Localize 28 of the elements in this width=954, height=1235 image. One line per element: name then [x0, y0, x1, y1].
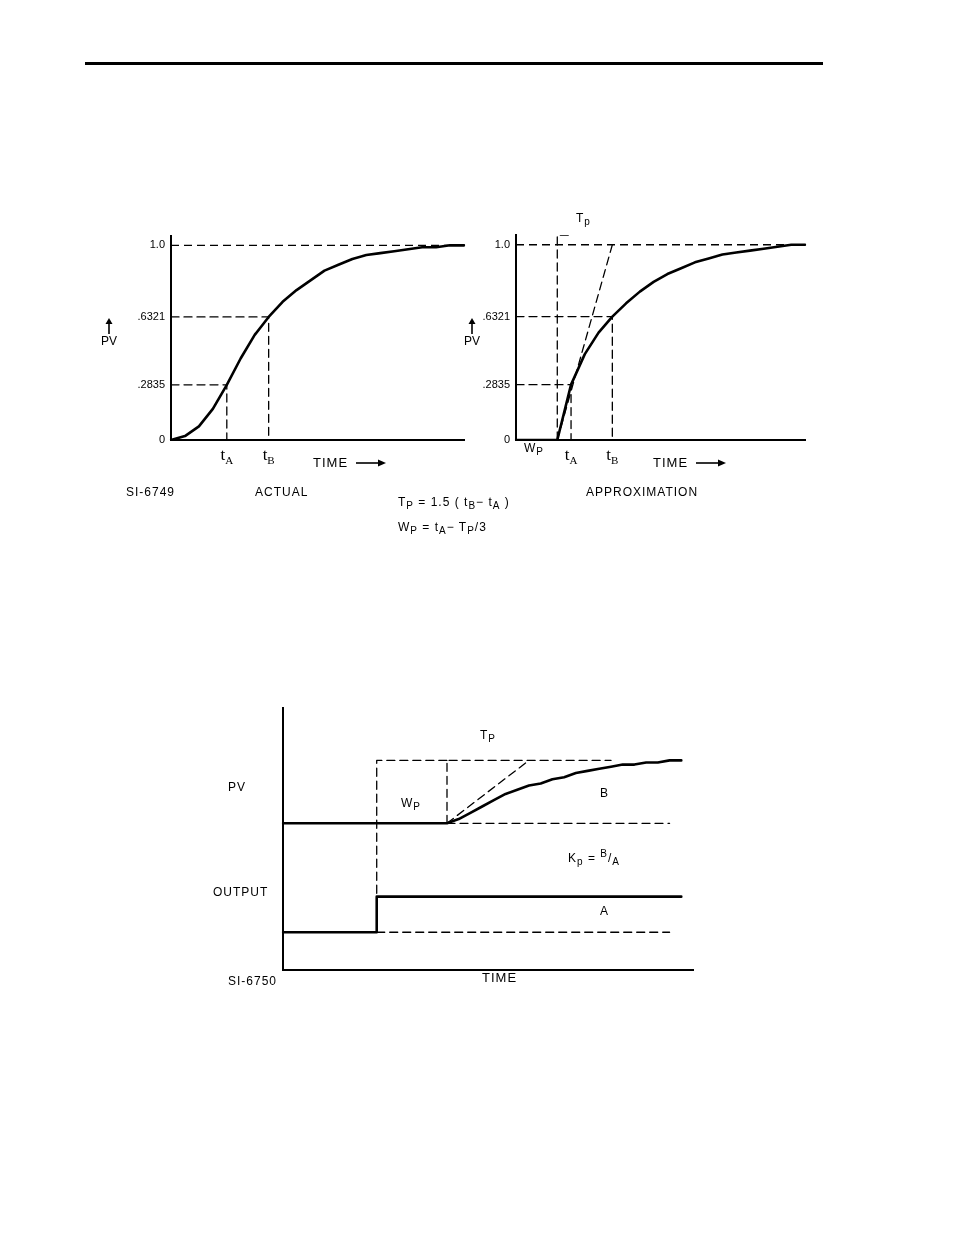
text: T$_{P}$ = 1.5 ( t$_{B}$− t$_{A}$ ): [398, 495, 510, 512]
x-axis-title: TIME: [482, 970, 518, 985]
text: T$_{P}$: [480, 728, 497, 745]
y-axis-title: PV: [101, 334, 118, 348]
text: PV: [228, 780, 247, 794]
text: OUTPUT: [213, 885, 269, 899]
text: W$_{P}$ = t$_{A}$− T$_{P}$/3: [398, 520, 487, 537]
y-tick-label: .2835: [482, 377, 510, 390]
text: APPROXIMATION: [586, 485, 699, 499]
y-tick-label: .6321: [482, 309, 510, 322]
y-axis-title: PV: [464, 334, 481, 348]
annotation: A: [600, 904, 610, 918]
y-tick-label: .2835: [137, 377, 165, 390]
annotation: B: [600, 786, 610, 800]
y-tick-label: 1.0: [149, 238, 165, 251]
y-tick-label: 1.0: [494, 237, 510, 250]
text: T$_{p}$: [576, 211, 591, 228]
text: SI-6749: [126, 485, 176, 499]
x-axis-title: TIME: [653, 455, 689, 470]
y-tick-label: 0: [503, 433, 510, 446]
y-tick-label: 0: [158, 433, 165, 446]
text: ACTUAL: [255, 485, 309, 499]
text: W$_{P}$: [524, 441, 544, 458]
annotation: W$_{P}$: [401, 796, 421, 813]
text: SI-6750: [228, 974, 278, 988]
y-tick-label: .6321: [137, 309, 165, 322]
annotation: K$_{p}$ = $^{B}$/$_{A}$: [568, 848, 620, 868]
x-axis-title: TIME: [313, 455, 349, 470]
